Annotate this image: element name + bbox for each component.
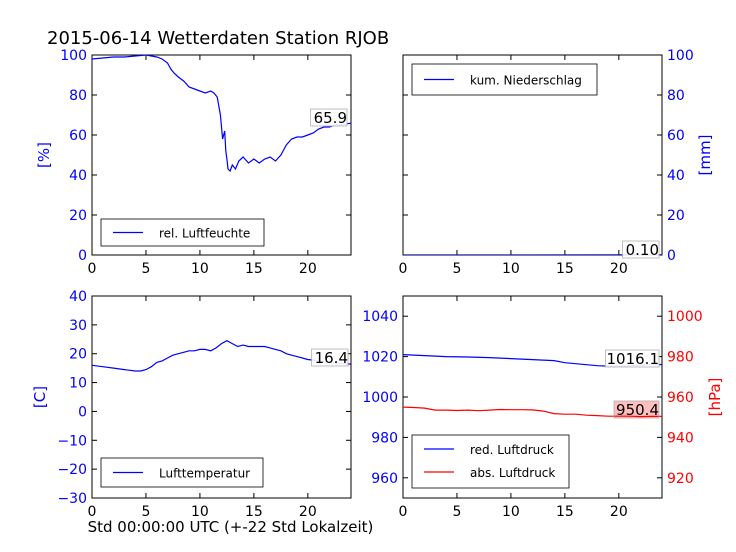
- legend-box: [100, 218, 265, 247]
- x-tick-label: 0: [88, 261, 97, 277]
- y-tick-label: 80: [667, 88, 685, 104]
- legend-label: kum. Niederschlag: [470, 74, 582, 88]
- x-tick-label: 20: [610, 261, 628, 277]
- axes-frame-humidity: [91, 54, 352, 256]
- y-tick-label: 40: [667, 168, 685, 184]
- y-tick-label: 60: [69, 128, 87, 144]
- y-axis-label: [%]: [35, 142, 53, 168]
- y-tick-label: 0: [78, 248, 87, 264]
- y-tick-label: 60: [667, 128, 685, 144]
- x-tick-label: 5: [452, 261, 461, 277]
- y-right-tick-label: 980: [667, 350, 694, 366]
- y-tick-label: 960: [371, 471, 398, 487]
- value-annotation: 950.4: [616, 401, 659, 419]
- x-tick-label: 15: [556, 261, 574, 277]
- x-axis-label: Std 00:00:00 UTC (+-22 Std Lokalzeit): [88, 518, 374, 536]
- annotation-box: [613, 400, 660, 419]
- y-tick-label: 1040: [362, 309, 398, 325]
- legend-label: Lufttemperatur: [159, 467, 250, 481]
- annotation-box: [311, 348, 349, 367]
- y-tick-label: 0: [78, 404, 87, 420]
- y-tick-label: 20: [69, 208, 87, 224]
- legend-label: red. Luftdruck: [470, 443, 554, 457]
- series-line-abs-luftdruck: [403, 406, 662, 418]
- x-tick-label: 5: [141, 261, 150, 277]
- y-tick-label: 1020: [362, 350, 398, 366]
- y-axis-label: [hPa]: [706, 378, 724, 417]
- value-annotation: 0.10: [626, 241, 659, 259]
- x-tick-label: 0: [88, 504, 97, 520]
- legend-label: abs. Luftdruck: [470, 466, 555, 480]
- y-right-tick-label: 940: [667, 430, 694, 446]
- y-tick-label: 100: [667, 48, 694, 64]
- value-annotation: 1016.1: [607, 350, 660, 368]
- annotation-box: [605, 349, 660, 368]
- y-right-tick-label: 960: [667, 390, 694, 406]
- x-tick-label: 10: [191, 261, 209, 277]
- y-right-tick-label: 920: [667, 471, 694, 487]
- y-tick-label: 0: [667, 248, 676, 264]
- x-tick-label: 15: [245, 261, 263, 277]
- value-annotation: 16.4: [315, 349, 348, 367]
- x-tick-label: 10: [191, 504, 209, 520]
- x-tick-label: 15: [556, 504, 574, 520]
- x-tick-label: 20: [299, 504, 317, 520]
- y-tick-label: 40: [69, 168, 87, 184]
- y-tick-label: −20: [57, 462, 87, 478]
- y-axis-label: [C]: [31, 386, 49, 408]
- y-tick-label: 20: [667, 208, 685, 224]
- y-tick-label: 980: [371, 430, 398, 446]
- y-right-tick-label: 1000: [667, 309, 703, 325]
- x-tick-label: 10: [502, 504, 520, 520]
- x-tick-label: 15: [245, 504, 263, 520]
- x-tick-label: 20: [610, 504, 628, 520]
- annotation-box: [622, 240, 660, 259]
- y-tick-label: −30: [57, 491, 87, 507]
- legend-label: rel. Luftfeuchte: [159, 227, 250, 241]
- x-tick-label: 5: [452, 504, 461, 520]
- axes-frame-temperature: [91, 295, 352, 499]
- y-tick-label: 100: [60, 48, 87, 64]
- y-tick-label: 1000: [362, 390, 398, 406]
- series-line-rel-luftfeuchte: [92, 55, 351, 173]
- y-axis-label: [mm]: [696, 135, 714, 176]
- value-annotation: 65.9: [314, 109, 347, 127]
- x-tick-label: 0: [399, 261, 408, 277]
- y-tick-label: −10: [57, 433, 87, 449]
- x-tick-label: 10: [502, 261, 520, 277]
- legend-box: [411, 434, 570, 489]
- y-tick-label: 80: [69, 88, 87, 104]
- x-tick-label: 20: [299, 261, 317, 277]
- chart-title: 2015-06-14 Wetterdaten Station RJOB: [47, 28, 389, 49]
- y-tick-label: 40: [69, 289, 87, 305]
- y-tick-label: 20: [69, 347, 87, 363]
- y-tick-label: 10: [69, 376, 87, 392]
- x-tick-label: 0: [399, 504, 408, 520]
- x-tick-label: 5: [141, 504, 150, 520]
- series-line-lufttemperatur: [92, 340, 351, 372]
- y-tick-label: 30: [69, 318, 87, 334]
- annotation-box: [310, 108, 348, 127]
